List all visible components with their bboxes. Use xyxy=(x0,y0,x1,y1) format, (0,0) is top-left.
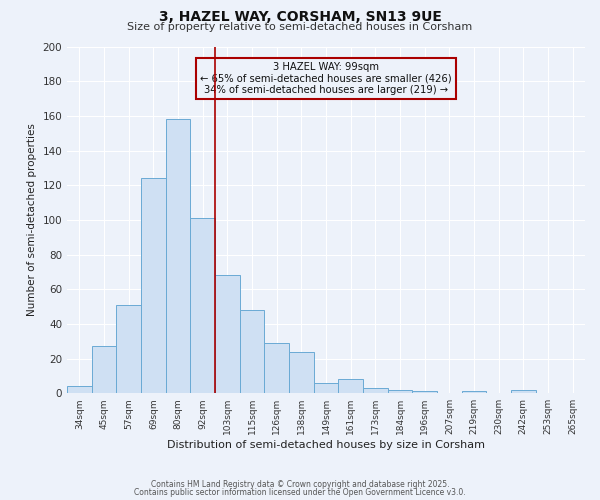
Bar xyxy=(166,120,190,393)
Bar xyxy=(363,388,388,393)
Text: 3 HAZEL WAY: 99sqm
← 65% of semi-detached houses are smaller (426)
34% of semi-d: 3 HAZEL WAY: 99sqm ← 65% of semi-detache… xyxy=(200,62,452,96)
Bar xyxy=(215,276,240,393)
Bar xyxy=(240,310,265,393)
Bar xyxy=(314,383,338,393)
Bar xyxy=(265,343,289,393)
Text: Contains public sector information licensed under the Open Government Licence v3: Contains public sector information licen… xyxy=(134,488,466,497)
X-axis label: Distribution of semi-detached houses by size in Corsham: Distribution of semi-detached houses by … xyxy=(167,440,485,450)
Bar xyxy=(511,390,536,393)
Y-axis label: Number of semi-detached properties: Number of semi-detached properties xyxy=(27,124,37,316)
Bar xyxy=(388,390,412,393)
Bar xyxy=(289,352,314,393)
Bar xyxy=(338,380,363,393)
Bar xyxy=(462,392,487,393)
Bar xyxy=(67,386,92,393)
Text: 3, HAZEL WAY, CORSHAM, SN13 9UE: 3, HAZEL WAY, CORSHAM, SN13 9UE xyxy=(158,10,442,24)
Bar xyxy=(92,346,116,393)
Bar xyxy=(116,305,141,393)
Bar xyxy=(412,392,437,393)
Text: Size of property relative to semi-detached houses in Corsham: Size of property relative to semi-detach… xyxy=(127,22,473,32)
Bar xyxy=(141,178,166,393)
Text: Contains HM Land Registry data © Crown copyright and database right 2025.: Contains HM Land Registry data © Crown c… xyxy=(151,480,449,489)
Bar xyxy=(190,218,215,393)
